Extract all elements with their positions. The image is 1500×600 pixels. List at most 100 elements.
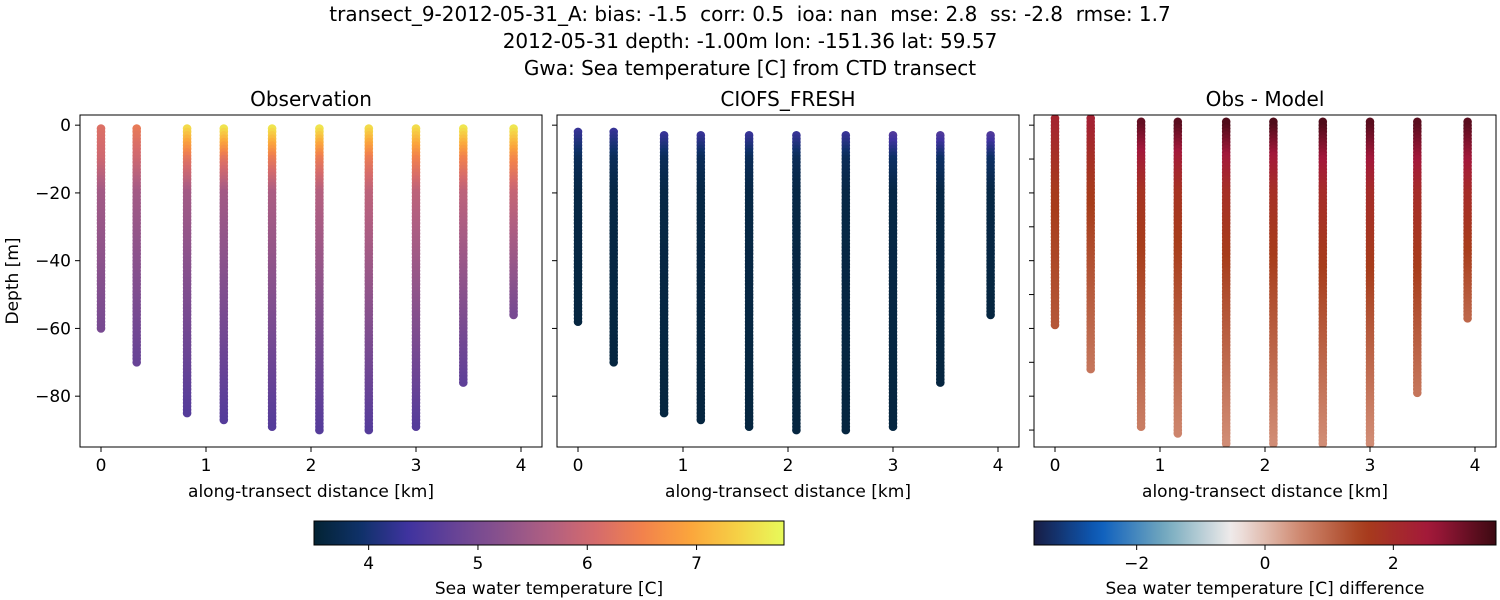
y-tick-label: −60 (35, 319, 71, 339)
station-4 (696, 131, 706, 425)
scatter-points (1050, 115, 1472, 447)
colorbar-tick-label: −2 (1124, 554, 1149, 574)
axes-frame (556, 114, 1020, 448)
x-tick-label: 3 (888, 456, 899, 476)
station-10 (986, 131, 995, 320)
station-7 (1318, 117, 1328, 447)
scatter-point (411, 422, 421, 432)
scatter-point (841, 425, 851, 435)
colorbar-label: Sea water temperature [C] difference (1105, 579, 1424, 599)
scatter-point (792, 425, 801, 435)
scatter-point (364, 425, 374, 435)
scatter-point (132, 358, 141, 367)
scatter-point (1269, 439, 1278, 447)
station-3 (1136, 117, 1146, 432)
station-3 (659, 131, 669, 418)
x-tick-label: 1 (201, 456, 212, 476)
station-3 (182, 124, 192, 418)
scatter-point (315, 425, 324, 435)
scatter-point (509, 310, 518, 320)
x-axis-label: along-transect distance [km] (188, 482, 434, 502)
station-7 (841, 131, 851, 435)
scatter-point (459, 378, 468, 387)
colorbar-tick-label: 2 (1388, 554, 1399, 574)
colorbar-label: Sea water temperature [C] (435, 579, 663, 599)
subplot-title: Obs - Model (1206, 87, 1325, 111)
subplot-1: 0 1 2 3 4 0 −20 −40 −60 −80 Observation along-trans… (3, 87, 543, 502)
station-1 (1050, 115, 1060, 330)
x-tick-label: 0 (573, 456, 584, 476)
colorbar-tick-label: 7 (691, 554, 702, 574)
scatter-point (986, 310, 995, 320)
x-tick-label: 3 (411, 456, 422, 476)
subplot-3: 0 1 2 3 4 Obs - Model along-transect distance … (1029, 87, 1497, 502)
y-tick-label: −40 (35, 252, 71, 272)
station-1 (573, 127, 583, 327)
station-1 (96, 124, 106, 333)
station-10 (509, 124, 518, 320)
station-9 (936, 131, 945, 387)
x-tick-label: 0 (1050, 456, 1061, 476)
scatter-point (1463, 314, 1472, 323)
x-tick-label: 4 (516, 456, 527, 476)
scatter-point (609, 358, 618, 367)
station-2 (132, 124, 141, 367)
x-tick-label: 1 (1155, 456, 1166, 476)
station-5 (1221, 117, 1231, 447)
station-9 (1413, 117, 1422, 398)
colorbar-gradient (313, 520, 785, 546)
station-6 (315, 124, 324, 435)
suptitle-line-3: Gwa: Sea temperature [C] from CTD transe… (523, 56, 977, 80)
colorbar-1: 4 5 6 7 Sea water temperature [C] (313, 520, 785, 599)
scatter-point (744, 422, 754, 432)
subplot-2: 0 1 2 3 4 CIOFS_FRESH along-transect distance … (552, 87, 1020, 502)
scatter-point (182, 408, 192, 418)
y-tick-label: −20 (35, 184, 71, 204)
x-tick-label: 2 (306, 456, 317, 476)
station-8 (1365, 117, 1375, 447)
scatter-point (1318, 439, 1328, 447)
station-4 (1173, 117, 1183, 438)
x-tick-label: 4 (993, 456, 1004, 476)
station-5 (744, 131, 754, 432)
y-axis-label: Depth [m] (3, 237, 23, 324)
station-8 (888, 131, 898, 432)
station-10 (1463, 117, 1472, 323)
scatter-point (573, 317, 583, 327)
y-tick-label: −80 (35, 387, 71, 407)
x-tick-label: 4 (1470, 456, 1481, 476)
scatter-point (219, 415, 229, 425)
x-tick-label: 0 (96, 456, 107, 476)
station-6 (1269, 117, 1278, 447)
axes-frame (1033, 114, 1497, 448)
scatter-point (1173, 429, 1183, 438)
colorbar-tick-label: 0 (1260, 554, 1271, 574)
suptitle-line-1: transect_9-2012-05-31_A: bias: -1.5 corr… (329, 2, 1171, 26)
scatter-point (888, 422, 898, 432)
suptitle-line-2: 2012-05-31 depth: -1.00m lon: -151.36 la… (502, 29, 998, 53)
x-axis-label: along-transect distance [km] (1142, 482, 1388, 502)
subplot-title: CIOFS_FRESH (720, 87, 855, 111)
station-6 (792, 131, 801, 435)
x-tick-label: 2 (1260, 456, 1271, 476)
scatter-point (1086, 364, 1095, 374)
scatter-point (1413, 388, 1422, 398)
station-7 (364, 124, 374, 435)
colorbar-tick-label: 6 (582, 554, 593, 574)
colorbar-2: −2 0 2 Sea water temperature [C] difference (1033, 520, 1497, 599)
y-tick-label: 0 (60, 116, 71, 136)
colorbar-gradient (1033, 520, 1497, 546)
station-5 (267, 124, 277, 432)
station-4 (219, 124, 229, 425)
scatter-points (96, 124, 518, 435)
colorbar-tick-label: 4 (363, 554, 374, 574)
station-2 (1086, 115, 1095, 374)
x-axis-label: along-transect distance [km] (665, 482, 911, 502)
x-tick-label: 3 (1365, 456, 1376, 476)
scatter-point (1050, 320, 1060, 330)
colorbar-tick-label: 5 (473, 554, 484, 574)
scatter-point (696, 415, 706, 425)
scatter-point (1221, 439, 1231, 447)
